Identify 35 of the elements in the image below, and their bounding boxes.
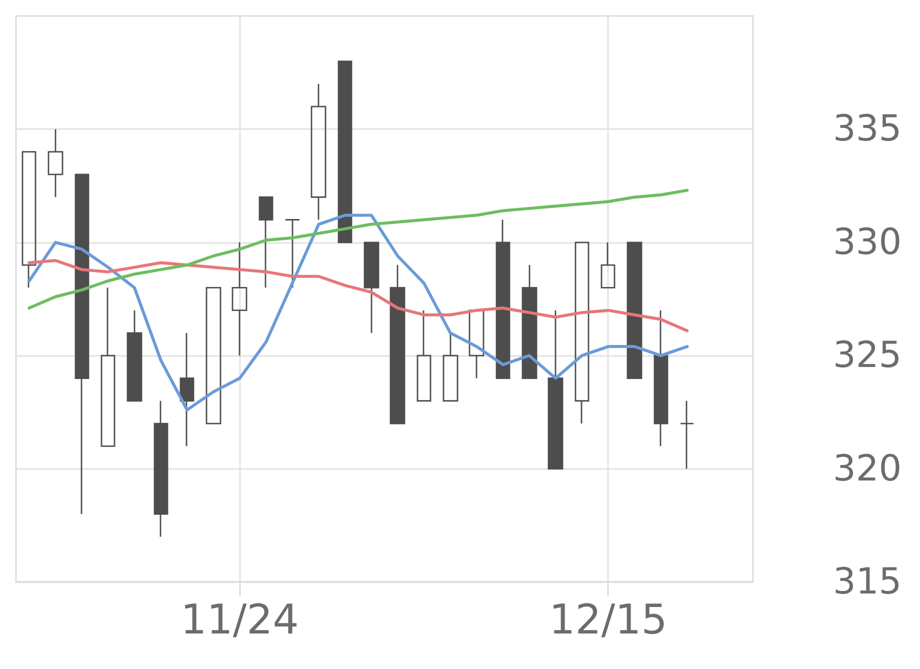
x-tick-label: 12/15: [549, 596, 668, 644]
candlestick: [390, 264, 406, 424]
y-tick-label: 330: [833, 222, 902, 263]
y-tick-label: 320: [833, 448, 902, 490]
candlestick: [364, 242, 380, 334]
candlestick: [154, 400, 168, 538]
candlestick: [680, 400, 694, 470]
candlestick: [258, 196, 274, 288]
candlestick: [654, 310, 668, 447]
candlestick: [206, 286, 222, 424]
candlestick: [600, 242, 616, 288]
y-tick-label: 325: [833, 335, 902, 376]
candlestick: [338, 60, 352, 244]
y-tick-label: 335: [833, 108, 902, 150]
candlestick: [442, 332, 458, 402]
line-series: [28, 188, 689, 310]
y-tick-label: 315: [833, 562, 902, 602]
candlestick: [180, 332, 194, 447]
candlestick: [416, 310, 432, 402]
candlestick: [48, 128, 64, 198]
candlestick: [74, 174, 90, 515]
line-series: [28, 214, 689, 412]
candlestick: [284, 219, 300, 288]
candlestick: [232, 242, 248, 356]
candlestick: [626, 242, 642, 379]
candlestick: [310, 83, 326, 220]
candlestick: [522, 264, 538, 379]
candlestick: [496, 219, 510, 379]
line-series: [28, 259, 689, 332]
candlestick: [548, 310, 564, 470]
candlestick: [100, 286, 116, 447]
candlestick: [22, 151, 36, 288]
candlestick: [126, 310, 142, 402]
x-tick-label: 11/24: [180, 596, 299, 644]
candlestick: [574, 242, 590, 424]
